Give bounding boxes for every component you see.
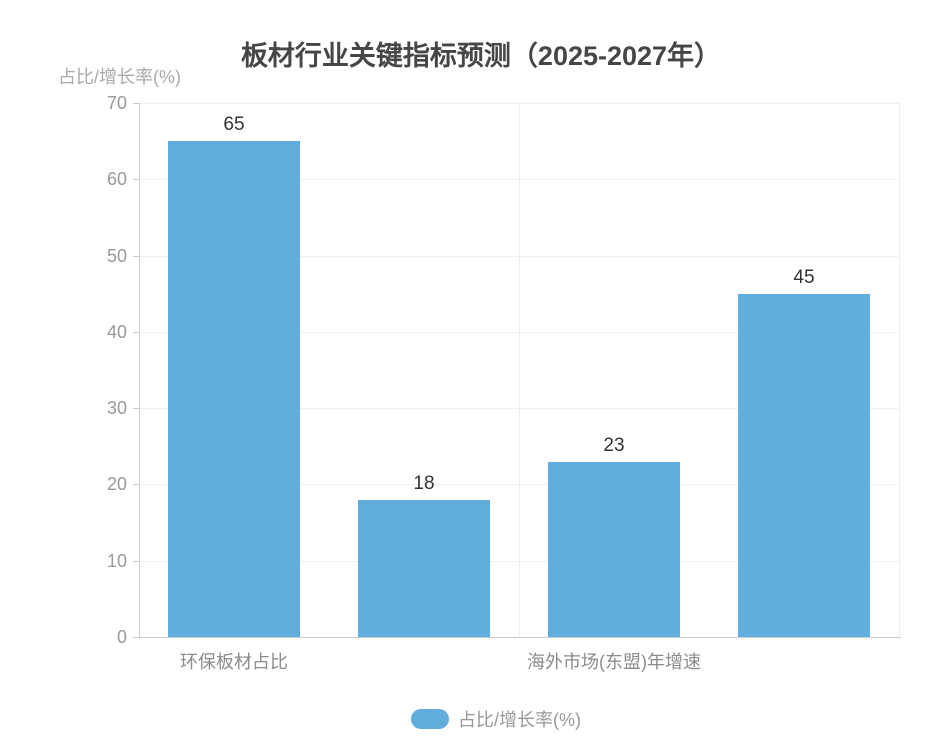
x-axis-line [139, 637, 901, 638]
y-tick-label: 50 [106, 245, 127, 266]
y-tick-label: 20 [106, 474, 127, 495]
legend-label: 占比/增长率(%) [458, 710, 581, 730]
bar-2[interactable] [548, 462, 680, 637]
gridline-vertical [519, 103, 520, 637]
legend-item[interactable]: 占比/增长率(%) [411, 706, 581, 732]
y-axis-tick [133, 637, 139, 638]
y-tick-label: 40 [106, 321, 127, 342]
plot-area [139, 103, 900, 637]
chart-title: 板材行业关键指标预测（2025-2027年） [240, 41, 722, 71]
y-axis-tick [133, 408, 139, 410]
bar-0[interactable] [168, 141, 300, 637]
bar-value-label-3: 45 [793, 267, 815, 288]
x-axis-label-2: 海外市场(东盟)年增速 [527, 652, 701, 672]
bar-value-label-0: 65 [223, 114, 245, 135]
y-axis-tick [133, 179, 139, 181]
y-axis-tick [133, 331, 139, 333]
y-axis-line [139, 103, 140, 637]
bar-1[interactable] [358, 500, 490, 637]
legend-marker-icon [411, 709, 449, 729]
y-axis-tick [133, 255, 139, 257]
y-tick-label: 0 [116, 627, 127, 647]
y-axis-tick [133, 560, 139, 562]
bar-3[interactable] [738, 294, 870, 637]
y-tick-label: 10 [106, 550, 127, 571]
gridline-vertical [899, 103, 900, 637]
x-axis-label-0: 环保板材占比 [180, 652, 288, 672]
y-axis-tick [133, 484, 139, 486]
bar-value-label-1: 18 [413, 473, 435, 494]
y-axis-name: 占比/增长率(%) [58, 67, 181, 87]
y-tick-label: 60 [106, 169, 127, 190]
bar-value-label-2: 23 [603, 435, 625, 456]
y-axis-tick [133, 103, 139, 104]
legend: 占比/增长率(%) [28, 706, 936, 732]
y-tick-label: 70 [106, 93, 127, 113]
y-tick-label: 30 [106, 398, 127, 419]
